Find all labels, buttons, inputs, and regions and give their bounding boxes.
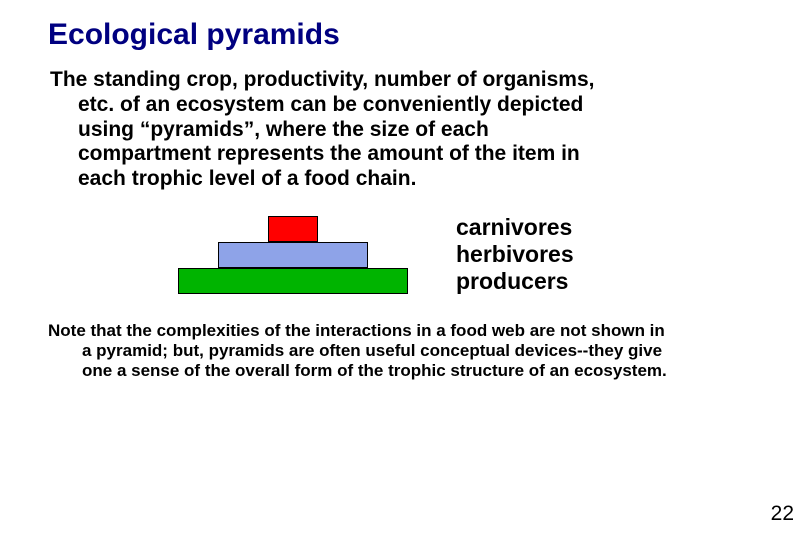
page-title: Ecological pyramids (48, 18, 762, 52)
bar-herbivores (218, 242, 368, 268)
label-herbivores: herbivores (456, 241, 574, 268)
intro-paragraph: The standing crop, productivity, number … (76, 68, 616, 192)
bar-producers (178, 268, 408, 294)
bar-carnivores (268, 216, 318, 242)
label-producers: producers (456, 268, 574, 295)
pyramid-figure: carnivores herbivores producers (178, 214, 762, 295)
page-number: 22 (771, 502, 794, 526)
note-paragraph: Note that the complexities of the intera… (82, 321, 672, 381)
pyramid-bars (178, 216, 408, 294)
pyramid-labels: carnivores herbivores producers (456, 214, 574, 295)
label-carnivores: carnivores (456, 214, 574, 241)
